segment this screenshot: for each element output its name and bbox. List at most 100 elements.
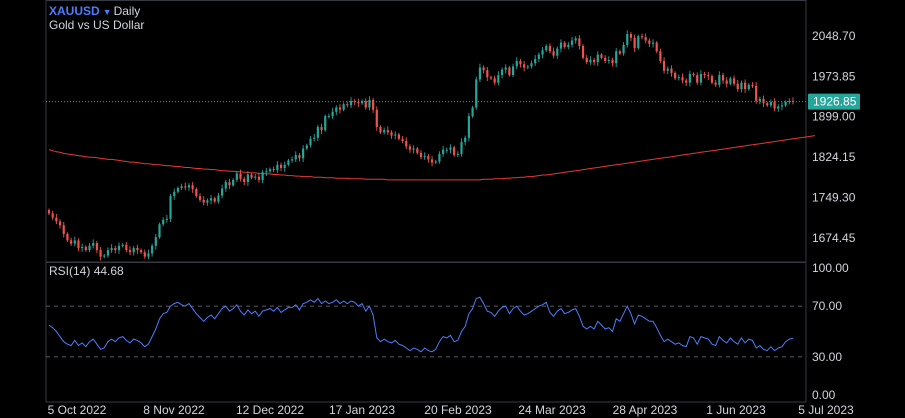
candle[interactable]	[47, 208, 51, 216]
candle[interactable]	[758, 96, 761, 105]
candle[interactable]	[593, 57, 596, 66]
symbol-header[interactable]: XAUUSD ▼ Daily	[49, 4, 140, 19]
candle[interactable]	[239, 169, 242, 182]
symbol-name[interactable]: XAUUSD	[49, 4, 100, 18]
candle[interactable]	[327, 113, 331, 119]
candle[interactable]	[99, 246, 102, 261]
candle[interactable]	[570, 36, 574, 48]
candle[interactable]	[526, 64, 529, 70]
candle[interactable]	[309, 136, 312, 148]
candle[interactable]	[66, 232, 69, 243]
candle[interactable]	[736, 79, 739, 92]
rsi-legend[interactable]: RSI(14) 44.68	[49, 264, 124, 278]
candle[interactable]	[320, 123, 323, 134]
candle[interactable]	[84, 245, 87, 252]
candle[interactable]	[180, 183, 183, 191]
candle[interactable]	[744, 79, 747, 93]
candle[interactable]	[732, 75, 736, 86]
candle[interactable]	[552, 47, 555, 59]
last-price-badge[interactable]	[808, 93, 860, 110]
candle[interactable]	[114, 245, 117, 254]
candle[interactable]	[729, 76, 732, 86]
time-axis-label[interactable]: 20 Feb 2023	[424, 403, 492, 417]
candle[interactable]	[191, 182, 194, 193]
candle[interactable]	[165, 215, 168, 223]
candle[interactable]	[338, 104, 342, 114]
candle[interactable]	[305, 143, 308, 151]
candle[interactable]	[427, 153, 430, 163]
candle[interactable]	[707, 71, 710, 80]
candle[interactable]	[298, 152, 301, 162]
candle[interactable]	[294, 151, 297, 163]
candle[interactable]	[357, 98, 360, 107]
candle[interactable]	[648, 38, 651, 47]
candle[interactable]	[681, 73, 684, 84]
candle[interactable]	[567, 42, 570, 50]
candle[interactable]	[766, 101, 769, 107]
time-axis-label[interactable]: 17 Jan 2023	[329, 403, 395, 417]
candle[interactable]	[187, 183, 191, 191]
candle[interactable]	[626, 30, 629, 48]
candle[interactable]	[478, 63, 482, 83]
candle[interactable]	[151, 243, 154, 257]
candle[interactable]	[408, 144, 412, 153]
candle[interactable]	[195, 187, 198, 198]
candle[interactable]	[611, 57, 614, 67]
candle[interactable]	[221, 184, 224, 199]
candle[interactable]	[497, 71, 500, 86]
candle[interactable]	[88, 243, 91, 253]
candle[interactable]	[302, 145, 305, 163]
time-axis-label[interactable]: 24 Mar 2023	[518, 403, 586, 417]
candle[interactable]	[379, 125, 382, 134]
candle[interactable]	[604, 55, 607, 64]
symbol-dropdown-icon[interactable]: ▼	[102, 7, 112, 17]
candle[interactable]	[243, 176, 246, 186]
candle[interactable]	[460, 138, 463, 157]
candle[interactable]	[456, 151, 459, 158]
candle[interactable]	[453, 145, 456, 157]
candle[interactable]	[578, 35, 581, 50]
candle[interactable]	[703, 71, 706, 79]
candle[interactable]	[556, 46, 559, 59]
candle[interactable]	[283, 161, 286, 172]
candle[interactable]	[633, 34, 636, 52]
candle[interactable]	[464, 135, 467, 146]
candle[interactable]	[471, 105, 474, 118]
candle[interactable]	[401, 136, 404, 144]
candle[interactable]	[523, 61, 526, 72]
candle[interactable]	[272, 166, 275, 173]
candle[interactable]	[655, 41, 658, 53]
candle[interactable]	[176, 186, 180, 194]
candle[interactable]	[548, 43, 552, 54]
candle[interactable]	[132, 245, 135, 256]
candle[interactable]	[482, 65, 485, 74]
candle[interactable]	[173, 188, 176, 200]
candle[interactable]	[261, 170, 264, 184]
candle[interactable]	[740, 80, 743, 93]
candle[interactable]	[449, 144, 452, 154]
candle[interactable]	[125, 242, 128, 253]
candle[interactable]	[504, 64, 507, 74]
candles-layer[interactable]	[47, 30, 795, 261]
candle[interactable]	[62, 222, 65, 238]
candle[interactable]	[780, 102, 784, 111]
candle[interactable]	[534, 55, 537, 66]
price-axis-label[interactable]: 1674.45	[812, 231, 856, 245]
candle[interactable]	[751, 82, 754, 89]
candle[interactable]	[640, 33, 644, 40]
candle[interactable]	[710, 74, 714, 85]
candle[interactable]	[213, 196, 216, 204]
candle[interactable]	[629, 31, 633, 42]
candle[interactable]	[268, 167, 272, 173]
candle[interactable]	[95, 240, 98, 254]
candle[interactable]	[486, 66, 489, 82]
candle[interactable]	[685, 78, 688, 86]
candle[interactable]	[508, 65, 511, 77]
candle[interactable]	[287, 158, 290, 167]
candle[interactable]	[383, 127, 386, 135]
candle[interactable]	[228, 178, 231, 190]
candle[interactable]	[747, 83, 750, 91]
candle[interactable]	[360, 99, 364, 105]
candle[interactable]	[699, 70, 703, 86]
candle[interactable]	[117, 242, 121, 254]
